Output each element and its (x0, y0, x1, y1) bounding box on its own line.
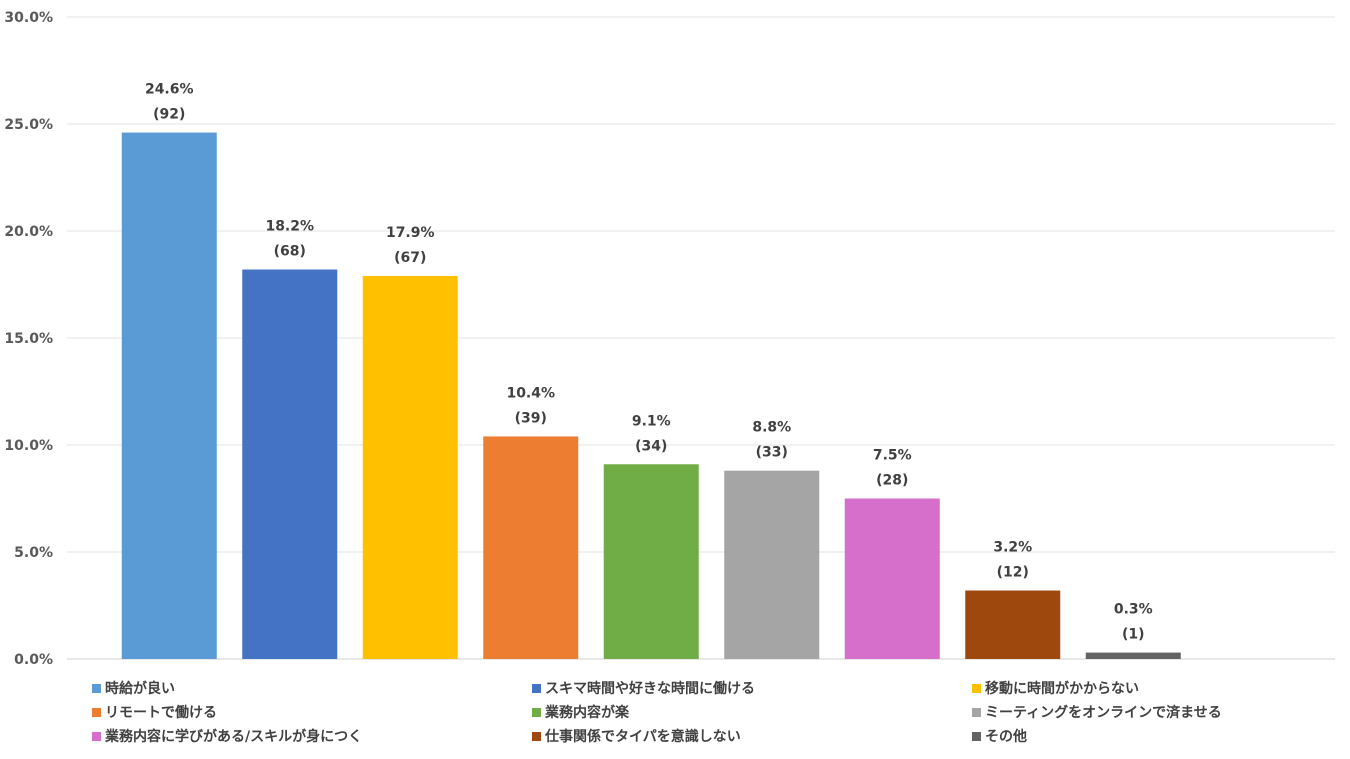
legend-swatch (972, 683, 981, 693)
percent-label: 0.3% (1114, 602, 1153, 618)
count-label: (68) (274, 244, 306, 260)
count-label: (12) (997, 565, 1029, 581)
y-tick-label: 5.0% (14, 545, 53, 561)
legend: 時給が良い スキマ時間や好きな時間に働ける 移動に時間がかからない リモートで働ける業… (92, 678, 1332, 746)
bar (242, 269, 338, 659)
legend-label: 移動に時間がかからない (985, 681, 1139, 697)
count-label: (34) (635, 438, 667, 454)
legend-item: ミーティングをオンラインで済ませる (972, 702, 1332, 722)
legend-swatch (532, 683, 541, 693)
legend-item: 業務内容に学びがある/スキルが身につく (92, 726, 532, 746)
legend-swatch (92, 707, 101, 717)
count-label: (28) (876, 473, 908, 489)
percent-label: 9.1% (632, 413, 671, 429)
bar (603, 464, 699, 659)
bar (121, 132, 217, 659)
legend-swatch (972, 707, 981, 717)
percent-label: 24.6% (145, 82, 194, 98)
legend-label: 時給が良い (105, 681, 175, 697)
legend-swatch (532, 707, 541, 717)
y-axis-ticks: 0.0% 5.0% 10.0% 15.0% 20.0% 25.0% 30.0% (4, 10, 53, 668)
bar (483, 436, 579, 659)
y-tick-label: 30.0% (4, 10, 53, 26)
legend-label: ミーティングをオンラインで済ませる (985, 705, 1222, 721)
legend-swatch (92, 683, 101, 693)
legend-swatch (92, 731, 101, 741)
legend-label: 仕事関係でタイパを意識しない (545, 729, 741, 745)
legend-swatch (972, 731, 981, 741)
y-tick-label: 20.0% (4, 224, 53, 240)
count-label: (92) (153, 107, 185, 123)
percent-label: 18.2% (265, 219, 314, 235)
count-label: (39) (515, 410, 547, 426)
percent-label: 8.8% (752, 420, 791, 436)
legend-item: 仕事関係でタイパを意識しない (532, 726, 972, 746)
legend-label: リモートで働ける (105, 705, 217, 721)
legend-item: その他 (972, 726, 1332, 746)
percent-label: 3.2% (993, 540, 1032, 556)
count-label: (1) (1122, 627, 1145, 643)
bar-chart: 0.0% 5.0% 10.0% 15.0% 20.0% 25.0% 30.0% 24.6% (… (4, 10, 1335, 668)
y-tick-label: 25.0% (4, 117, 53, 133)
y-tick-label: 10.0% (4, 438, 53, 454)
legend-label: スキマ時間や好きな時間に働ける (545, 681, 755, 697)
percent-label: 10.4% (506, 385, 555, 401)
y-tick-label: 0.0% (14, 652, 53, 668)
y-tick-label: 15.0% (4, 331, 53, 347)
legend-label: 業務内容に学びがある/スキルが身につく (105, 729, 363, 745)
bar (844, 498, 940, 659)
count-label: (67) (394, 250, 426, 266)
legend-item: スキマ時間や好きな時間に働ける (532, 678, 972, 698)
legend-item: 業務内容が楽 (532, 702, 972, 722)
count-label: (33) (756, 445, 788, 461)
legend-item: 時給が良い (92, 678, 532, 698)
legend-swatch (532, 731, 541, 741)
legend-item: リモートで働ける (92, 702, 532, 722)
data-labels: 24.6% (92) 18.2% (68) 17.9% (67) 10.4% (39) 9.1%… (145, 82, 1153, 643)
bars (121, 132, 1181, 659)
bar (1085, 652, 1181, 659)
bar (965, 590, 1061, 659)
percent-label: 7.5% (873, 448, 912, 464)
bar (724, 470, 820, 659)
percent-label: 17.9% (386, 225, 435, 241)
legend-label: その他 (985, 729, 1027, 745)
bar (362, 275, 458, 659)
legend-item: 移動に時間がかからない (972, 678, 1332, 698)
legend-label: 業務内容が楽 (545, 705, 629, 721)
